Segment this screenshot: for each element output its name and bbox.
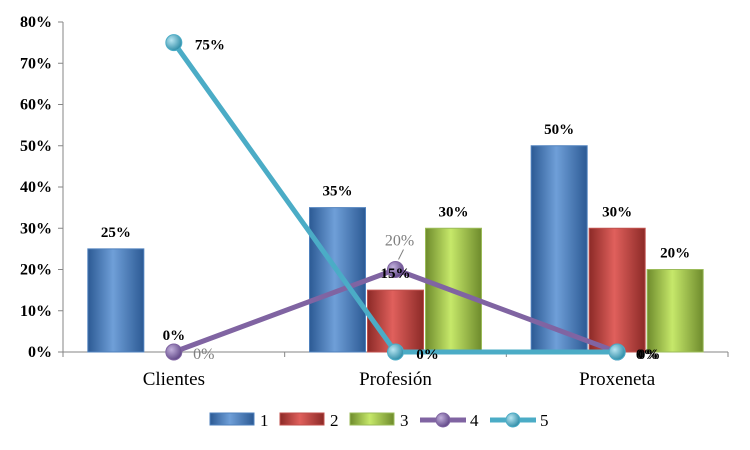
legend-swatch-series-3 bbox=[349, 412, 395, 426]
bar-data-label: 15% bbox=[381, 266, 411, 282]
x-category-label: Profesión bbox=[359, 369, 432, 390]
data-labels-group: 25%35%50%0%15%30%30%20%0%20%0%75%0% 0% bbox=[101, 38, 690, 363]
legend-label-series-2: 2 bbox=[330, 411, 339, 430]
y-tick-label: 10% bbox=[20, 303, 52, 320]
legend-label-series-3: 3 bbox=[400, 411, 409, 430]
y-tick-label: 80% bbox=[20, 14, 52, 31]
y-tick-label: 20% bbox=[20, 262, 52, 279]
bar-data-label: 35% bbox=[323, 184, 353, 200]
y-tick-label: 50% bbox=[20, 138, 52, 155]
y-tick-label: 0% bbox=[28, 344, 52, 361]
bar-series-group bbox=[87, 145, 704, 353]
bar-data-label: 0% bbox=[163, 328, 186, 344]
legend-swatch-series-1 bbox=[209, 412, 255, 426]
bar-data-label: 30% bbox=[602, 204, 632, 220]
bar-data-label: 30% bbox=[439, 204, 469, 220]
legend-label-series-4: 4 bbox=[470, 411, 479, 430]
bar-series-1 bbox=[530, 145, 588, 353]
bar-data-label: 25% bbox=[101, 225, 131, 241]
line-marker-series-4 bbox=[165, 343, 183, 361]
bar-series-1 bbox=[87, 248, 145, 353]
bar-series-2 bbox=[367, 289, 424, 353]
line-data-label: 75% bbox=[195, 38, 225, 54]
bar-data-label: 20% bbox=[660, 246, 690, 262]
line-marker-series-4 bbox=[387, 261, 404, 278]
x-category-label: Clientes bbox=[143, 369, 205, 390]
legend-label-series-5: 5 bbox=[540, 411, 549, 430]
legend: 1 2 3 4 5 bbox=[209, 411, 549, 430]
line-marker-series-5 bbox=[387, 343, 404, 361]
bar-series-2 bbox=[588, 227, 646, 353]
line-series-group bbox=[165, 34, 626, 361]
x-category-label: Proxeneta bbox=[579, 369, 656, 390]
axes: 0% 10% 20% 30% 40% 50% 60% 70% 80% Clientes Profes… bbox=[20, 14, 729, 390]
bar-series-3 bbox=[646, 269, 704, 353]
line-marker-series-5 bbox=[608, 343, 626, 361]
y-tick-label: 60% bbox=[20, 97, 52, 114]
bar-series-1 bbox=[309, 207, 366, 353]
y-tick-label: 70% bbox=[20, 55, 52, 72]
line-data-label: 20% bbox=[385, 233, 414, 250]
bar-data-label: 50% bbox=[544, 122, 574, 138]
legend-marker-series-4 bbox=[435, 412, 451, 428]
legend-marker-series-5 bbox=[505, 412, 521, 428]
y-tick-label: 40% bbox=[20, 179, 52, 196]
y-tick-label: 30% bbox=[20, 220, 52, 237]
line-data-label: 0% bbox=[636, 347, 659, 363]
legend-label-series-1: 1 bbox=[260, 411, 269, 430]
line-data-label: 0% bbox=[416, 347, 439, 363]
legend-swatch-series-2 bbox=[279, 412, 325, 426]
line-data-label: 0% bbox=[638, 347, 661, 363]
line-marker-series-5 bbox=[165, 34, 183, 52]
line-data-label: 0% bbox=[193, 346, 214, 363]
data-label-leader-line bbox=[398, 249, 404, 260]
